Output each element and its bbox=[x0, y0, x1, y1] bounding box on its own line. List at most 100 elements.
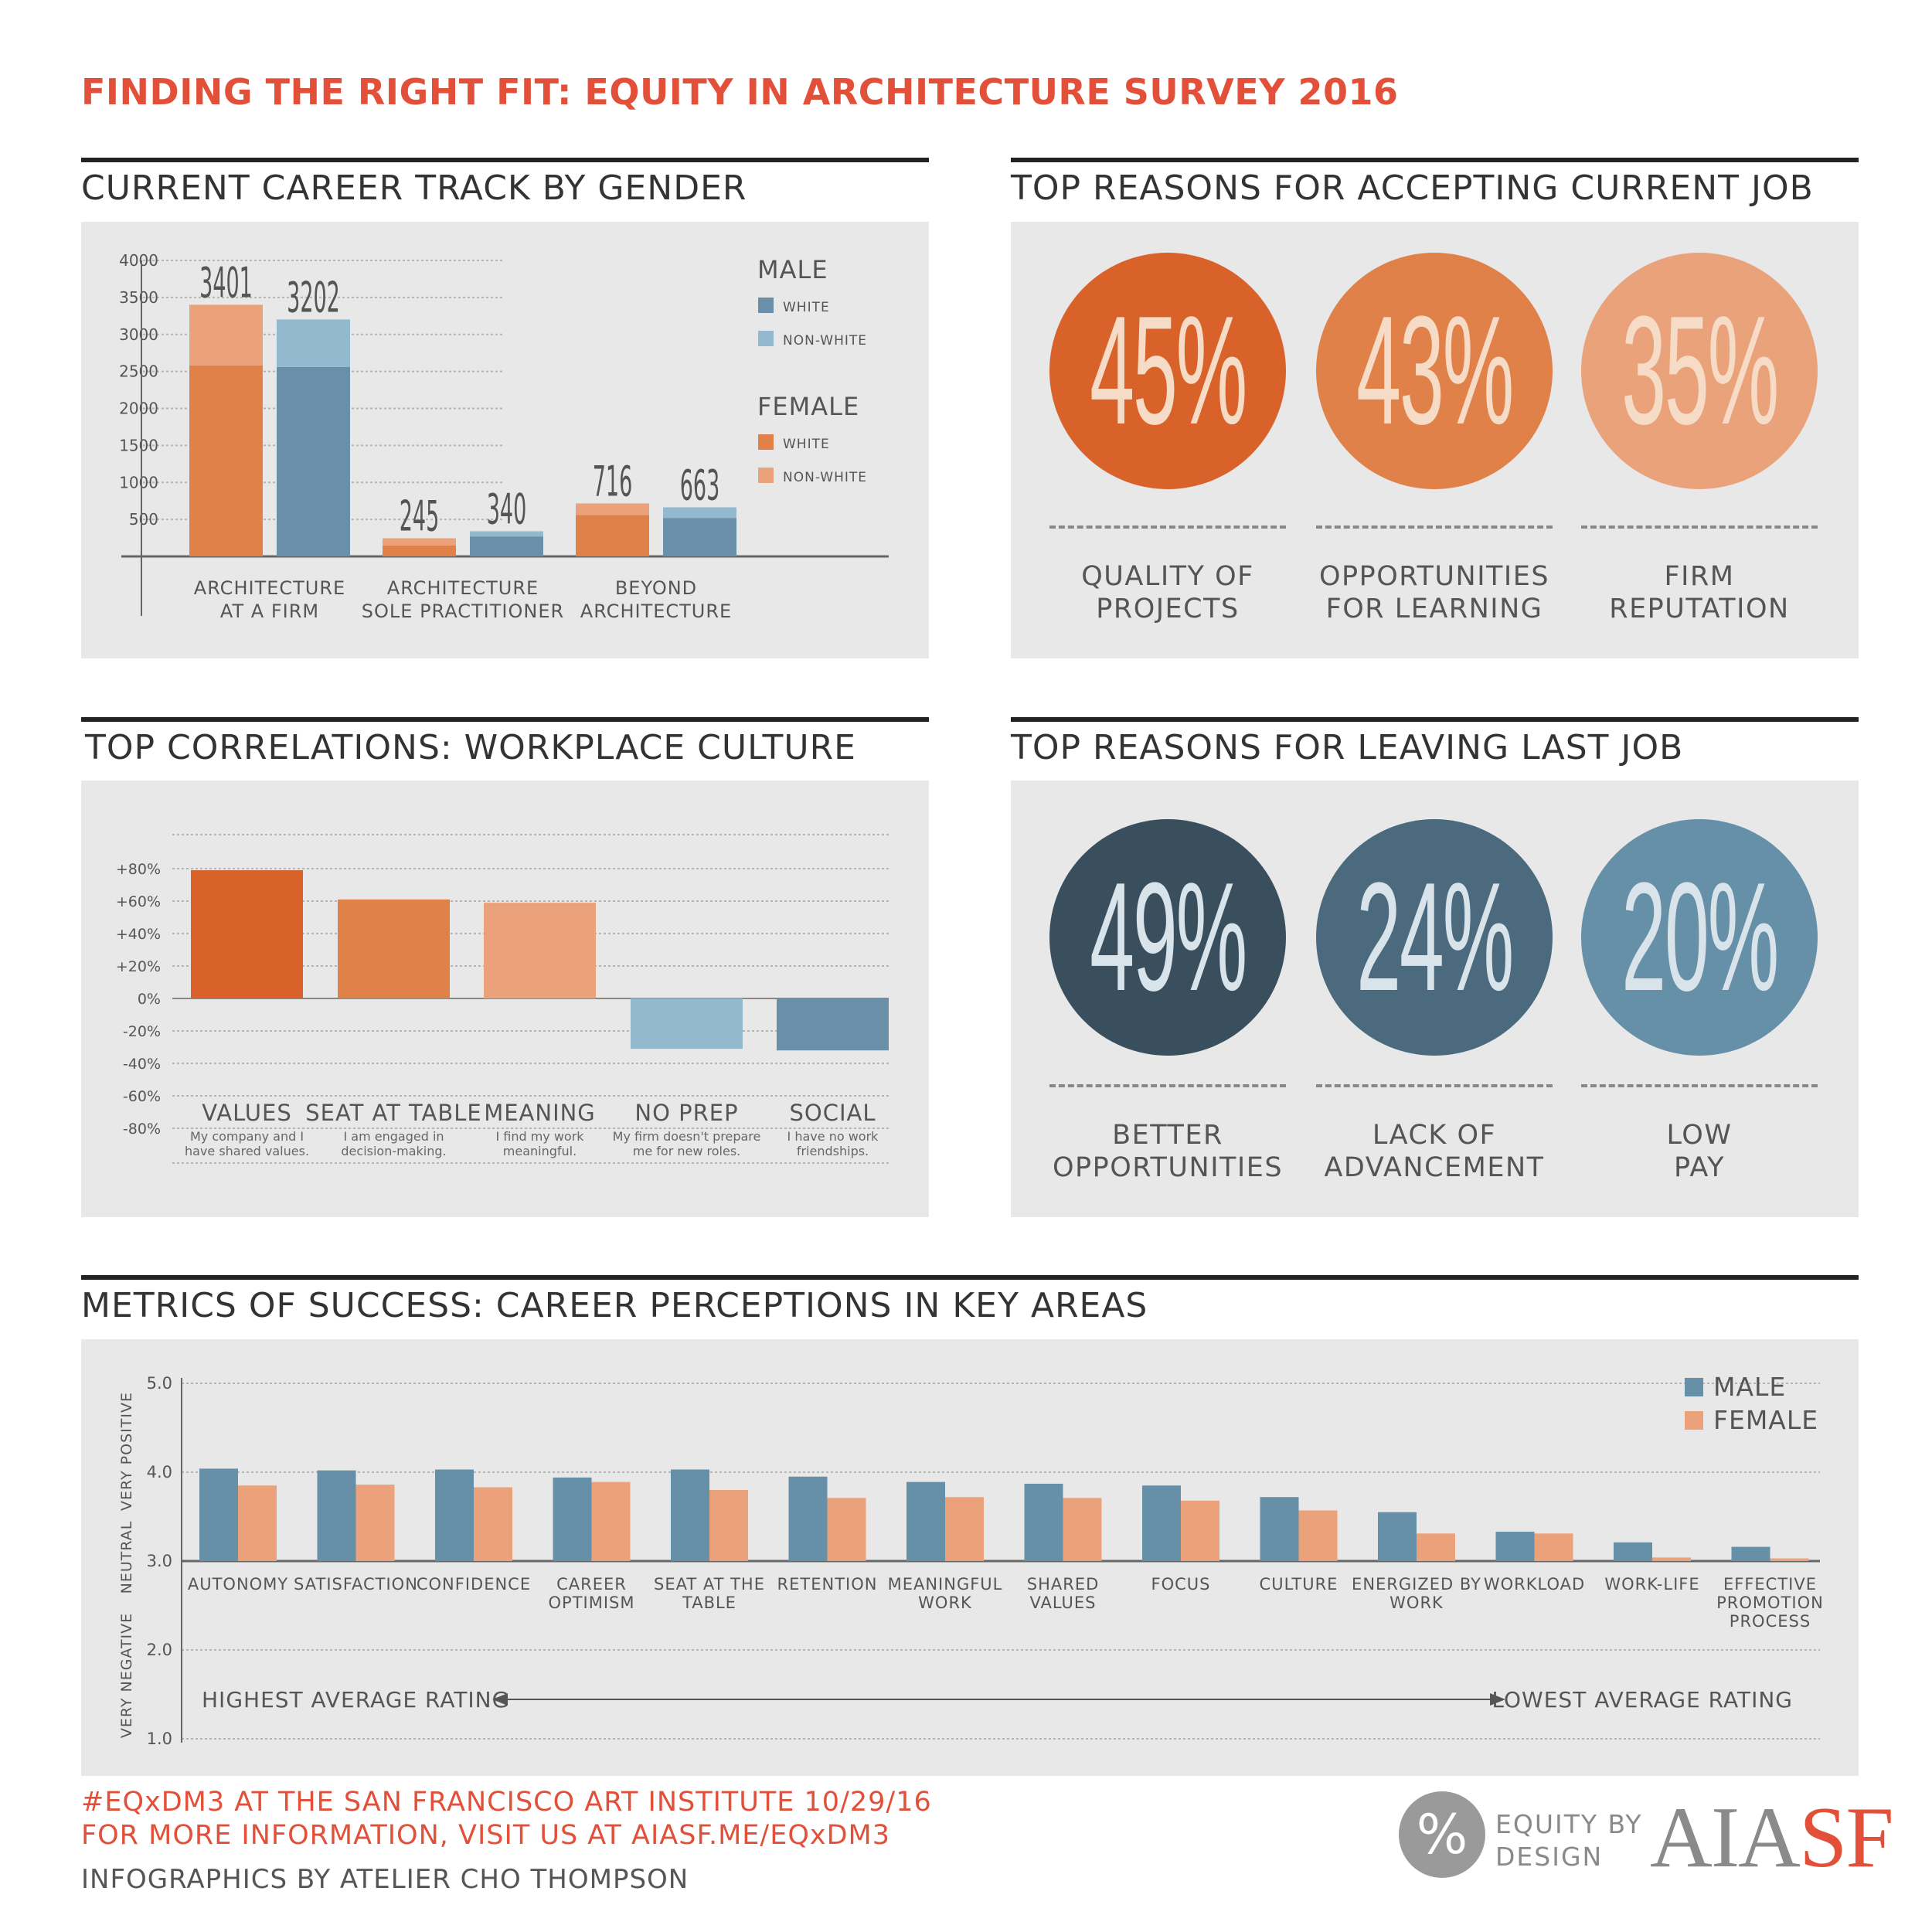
x-category-label: ARCHITECTURE bbox=[387, 577, 539, 599]
leave-circle-1: 49% bbox=[1049, 819, 1286, 1056]
metric-category-label: WORK bbox=[918, 1594, 972, 1612]
culture-category-desc: My firm doesn't prepare bbox=[613, 1129, 761, 1144]
bar-total-label: 663 bbox=[680, 461, 720, 510]
legend-swatch bbox=[758, 434, 774, 450]
culture-category-desc: have shared values. bbox=[185, 1144, 309, 1158]
metric-category-label: CONFIDENCE bbox=[417, 1575, 531, 1594]
y-tick-label: 1.0 bbox=[147, 1730, 172, 1748]
metric-bar-female bbox=[1181, 1500, 1219, 1561]
bar-male-white bbox=[470, 536, 543, 556]
metric-bar-male bbox=[1614, 1542, 1652, 1561]
career-track-title: CURRENT CAREER TRACK BY GENDER bbox=[81, 168, 747, 208]
metric-category-label: ENERGIZED BY bbox=[1352, 1575, 1481, 1594]
y-side-label: VERY POSITIVE bbox=[118, 1392, 135, 1511]
metric-bar-male bbox=[317, 1470, 356, 1561]
y-tick-label: -20% bbox=[123, 1023, 161, 1040]
career-track-chart: 500 1000 1500 2000 2500 3000 3500 4000 3401 3202 A… bbox=[119, 251, 889, 622]
logo-sf: SF bbox=[1799, 1790, 1894, 1886]
divider bbox=[1316, 1084, 1553, 1087]
y-tick-label: 2.0 bbox=[147, 1641, 172, 1659]
x-category-label: BEYOND bbox=[615, 577, 697, 599]
divider bbox=[1049, 1084, 1286, 1087]
leave-percent-3: 20% bbox=[1621, 851, 1779, 1023]
bar-total-label: 716 bbox=[593, 457, 633, 506]
accept-percent-2: 43% bbox=[1356, 284, 1514, 457]
metric-category-label: CULTURE bbox=[1260, 1575, 1338, 1594]
leave-percent-1: 49% bbox=[1090, 851, 1247, 1023]
bar-male-nonwhite bbox=[663, 507, 736, 519]
culture-category-label: SEAT AT TABLE bbox=[305, 1100, 481, 1126]
leaving-title: TOP REASONS FOR LEAVING LAST JOB bbox=[1011, 728, 1684, 767]
metric-category-label: VALUES bbox=[1029, 1594, 1096, 1612]
y-tick-label: 1500 bbox=[119, 436, 158, 454]
culture-category-desc: friendships. bbox=[797, 1144, 869, 1158]
bar-male-white bbox=[663, 518, 736, 556]
y-tick-label: +80% bbox=[116, 861, 161, 878]
accept-reason-2: OPPORTUNITIES FOR LEARNING bbox=[1318, 561, 1550, 624]
section-rule bbox=[81, 158, 929, 162]
metric-bar-female bbox=[1417, 1533, 1455, 1561]
career-track-panel: 500 1000 1500 2000 2500 3000 3500 4000 3401 3202 A… bbox=[81, 222, 929, 658]
culture-category-desc: meaningful. bbox=[503, 1144, 577, 1158]
culture-bar bbox=[631, 998, 743, 1049]
legend-label: NON-WHITE bbox=[783, 470, 867, 485]
x-category-label: AT A FIRM bbox=[220, 600, 319, 622]
aiasf-logo: AIASF bbox=[1650, 1790, 1894, 1886]
accept-percent-3: 35% bbox=[1621, 284, 1779, 457]
bar-female-white bbox=[383, 545, 456, 556]
y-tick-label: 3000 bbox=[119, 325, 158, 344]
metric-category-label: CAREER bbox=[556, 1575, 627, 1594]
metric-category-label: RETENTION bbox=[777, 1575, 878, 1594]
section-rule bbox=[81, 1275, 1859, 1280]
percent-icon: % bbox=[1416, 1803, 1468, 1866]
metric-category-label: AUTONOMY bbox=[188, 1575, 288, 1594]
arrow-right-label: LOWEST AVERAGE RATING bbox=[1492, 1687, 1793, 1713]
culture-category-desc: me for new roles. bbox=[633, 1144, 740, 1158]
legend-swatch-female bbox=[1685, 1411, 1703, 1430]
accepting-title: TOP REASONS FOR ACCEPTING CURRENT JOB bbox=[1011, 168, 1814, 208]
metric-bar-male bbox=[906, 1481, 945, 1561]
metric-category-label: MEANINGFUL bbox=[888, 1575, 1003, 1594]
metric-bar-male bbox=[788, 1476, 828, 1561]
metric-bar-female bbox=[591, 1481, 631, 1561]
bar-total-label: 340 bbox=[487, 485, 527, 534]
metric-category-label: PROMOTION bbox=[1716, 1594, 1824, 1612]
arrow-right-icon bbox=[1490, 1693, 1505, 1706]
y-tick-label: 2000 bbox=[119, 400, 158, 418]
page-title: FINDING THE RIGHT FIT: EQUITY IN ARCHITE… bbox=[81, 71, 1399, 113]
divider bbox=[1316, 526, 1553, 529]
y-tick-label: +40% bbox=[116, 926, 161, 943]
culture-panel: +80% +60% +40% +20% 0% -20% -40% -60% -80% VALUES… bbox=[81, 781, 929, 1217]
metric-bar-male bbox=[1024, 1483, 1063, 1561]
bar-male-nonwhite bbox=[470, 531, 543, 537]
metric-bar-female bbox=[1534, 1533, 1573, 1561]
legend-female: FEMALE bbox=[1713, 1405, 1818, 1435]
bar-total-label: 245 bbox=[400, 492, 440, 541]
metric-bar-female bbox=[1652, 1557, 1691, 1561]
metric-category-label: TABLE bbox=[682, 1594, 736, 1612]
y-side-label: NEUTRAL bbox=[118, 1521, 135, 1594]
y-tick-label: -80% bbox=[123, 1121, 161, 1138]
y-tick-label: 0% bbox=[138, 991, 161, 1008]
accepting-panel: 45% 43% 35% QUALITY OF PROJECTS OPPORTUN… bbox=[1011, 222, 1859, 658]
metric-bar-female bbox=[827, 1498, 866, 1561]
culture-bar bbox=[484, 903, 596, 998]
metric-bar-male bbox=[199, 1468, 238, 1561]
metric-category-label: PROCESS bbox=[1730, 1612, 1811, 1631]
y-side-label: VERY NEGATIVE bbox=[118, 1613, 135, 1738]
bar-female-white bbox=[576, 515, 649, 556]
footer-link[interactable]: FOR MORE INFORMATION, VISIT US AT AIASF.… bbox=[81, 1820, 890, 1851]
x-category-label: SOLE PRACTITIONER bbox=[362, 600, 564, 622]
metric-category-label: EFFECTIVE bbox=[1723, 1575, 1817, 1594]
metric-category-label: SEAT AT THE bbox=[654, 1575, 765, 1594]
equity-by-design-line2: DESIGN bbox=[1495, 1842, 1604, 1872]
y-tick-label: 4.0 bbox=[147, 1463, 172, 1481]
metric-bar-female bbox=[1063, 1498, 1102, 1561]
metric-bar-male bbox=[553, 1477, 592, 1561]
culture-category-desc: I am engaged in bbox=[343, 1129, 444, 1144]
bar-female-white bbox=[189, 365, 263, 556]
legend-swatch bbox=[758, 468, 774, 483]
culture-title: TOP CORRELATIONS: WORKPLACE CULTURE bbox=[85, 728, 856, 767]
metric-bar-female bbox=[945, 1497, 984, 1561]
y-tick-label: 500 bbox=[129, 510, 158, 529]
